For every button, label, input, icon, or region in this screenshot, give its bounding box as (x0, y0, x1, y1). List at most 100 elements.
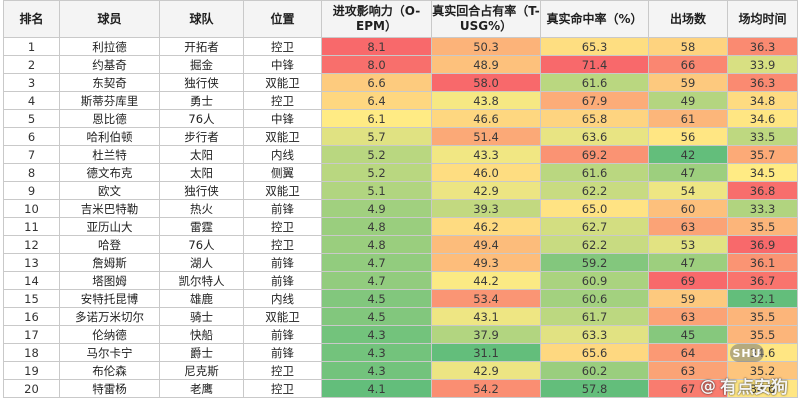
position-cell: 前锋 (243, 343, 322, 362)
team-cell: 爵士 (159, 343, 244, 362)
minutes-cell: 34.6 (727, 109, 798, 128)
ts-cell: 71.4 (540, 55, 649, 74)
minutes-cell: 34.5 (727, 163, 798, 182)
ts-cell: 60.6 (540, 289, 649, 308)
o-epm-cell: 4.3 (321, 343, 432, 362)
header-o-epm[interactable]: 进攻影响力（O-EPM） (321, 0, 432, 38)
ts-cell: 63.3 (540, 325, 649, 344)
table-row: 2 约基奇 掘金 中锋 8.0 48.9 71.4 66 33.9 (3, 55, 798, 74)
player-cell: 哈登 (59, 235, 160, 254)
team-cell: 步行者 (159, 127, 244, 146)
games-cell: 54 (648, 181, 728, 200)
team-cell: 开拓者 (159, 37, 244, 56)
player-cell: 特雷杨 (59, 379, 160, 398)
t-usg-cell: 58.0 (431, 73, 541, 92)
games-cell: 42 (648, 145, 728, 164)
o-epm-cell: 4.7 (321, 253, 432, 272)
header-ts[interactable]: 真实命中率（%） (540, 0, 649, 38)
t-usg-cell: 49.4 (431, 235, 541, 254)
rank-cell: 11 (3, 217, 60, 236)
o-epm-cell: 4.7 (321, 271, 432, 290)
at-icon: @ (700, 375, 716, 395)
position-cell: 控卫 (243, 235, 322, 254)
minutes-cell: 35.5 (727, 217, 798, 236)
header-games[interactable]: 出场数 (648, 0, 728, 38)
player-cell: 布伦森 (59, 361, 160, 380)
team-cell: 快船 (159, 325, 244, 344)
position-cell: 双能卫 (243, 127, 322, 146)
position-cell: 前锋 (243, 199, 322, 218)
minutes-cell: 36.3 (727, 37, 798, 56)
position-cell: 双能卫 (243, 307, 322, 326)
o-epm-cell: 6.1 (321, 109, 432, 128)
games-cell: 47 (648, 163, 728, 182)
minutes-cell: 35.5 (727, 307, 798, 326)
table-row: 13 詹姆斯 湖人 前锋 4.7 49.3 59.2 47 36.1 (3, 253, 798, 272)
minutes-cell: 35.2 (727, 361, 798, 380)
games-cell: 45 (648, 325, 728, 344)
games-cell: 63 (648, 361, 728, 380)
table-row: 5 恩比德 76人 中锋 6.1 46.6 65.8 61 34.6 (3, 109, 798, 128)
team-cell: 76人 (159, 235, 244, 254)
games-cell: 59 (648, 289, 728, 308)
rank-cell: 16 (3, 307, 60, 326)
team-cell: 太阳 (159, 163, 244, 182)
t-usg-cell: 46.0 (431, 163, 541, 182)
team-cell: 太阳 (159, 145, 244, 164)
team-cell: 雷霆 (159, 217, 244, 236)
o-epm-cell: 8.1 (321, 37, 432, 56)
position-cell: 中锋 (243, 55, 322, 74)
games-cell: 53 (648, 235, 728, 254)
position-cell: 前锋 (243, 325, 322, 344)
t-usg-cell: 46.6 (431, 109, 541, 128)
position-cell: 控卫 (243, 217, 322, 236)
team-cell: 凯尔特人 (159, 271, 244, 290)
header-minutes[interactable]: 场均时间 (727, 0, 798, 38)
header-team[interactable]: 球队 (159, 0, 244, 38)
header-t-usg[interactable]: 真实回合占有率（T-USG%） (431, 0, 541, 38)
table-row: 7 杜兰特 太阳 内线 5.2 43.3 69.2 42 35.7 (3, 145, 798, 164)
rank-cell: 3 (3, 73, 60, 92)
t-usg-cell: 48.9 (431, 55, 541, 74)
minutes-cell: 32.1 (727, 289, 798, 308)
t-usg-cell: 42.9 (431, 361, 541, 380)
minutes-cell: 36.1 (727, 253, 798, 272)
ts-cell: 65.8 (540, 109, 649, 128)
rank-cell: 7 (3, 145, 60, 164)
player-cell: 恩比德 (59, 109, 160, 128)
minutes-cell: 35.7 (727, 145, 798, 164)
ts-cell: 60.9 (540, 271, 649, 290)
player-cell: 利拉德 (59, 37, 160, 56)
position-cell: 控卫 (243, 91, 322, 110)
player-cell: 约基奇 (59, 55, 160, 74)
player-cell: 塔图姆 (59, 271, 160, 290)
t-usg-cell: 50.3 (431, 37, 541, 56)
player-cell: 德文布克 (59, 163, 160, 182)
table-row: 19 布伦森 尼克斯 控卫 4.3 42.9 60.2 63 35.2 (3, 361, 798, 380)
minutes-cell: 36.9 (727, 235, 798, 254)
watermark-text: 有点安狗 (720, 377, 788, 398)
t-usg-cell: 43.3 (431, 145, 541, 164)
header-player[interactable]: 球员 (59, 0, 160, 38)
games-cell: 67 (648, 379, 728, 398)
header-rank[interactable]: 排名 (3, 0, 60, 38)
t-usg-cell: 54.2 (431, 379, 541, 398)
header-position[interactable]: 位置 (243, 0, 322, 38)
rank-cell: 5 (3, 109, 60, 128)
position-cell: 控卫 (243, 37, 322, 56)
table-row: 10 吉米巴特勒 热火 前锋 4.9 39.3 65.0 60 33.3 (3, 199, 798, 218)
position-cell: 控卫 (243, 361, 322, 380)
ts-cell: 62.2 (540, 235, 649, 254)
t-usg-cell: 42.9 (431, 181, 541, 200)
ts-cell: 65.0 (540, 199, 649, 218)
team-cell: 热火 (159, 199, 244, 218)
player-cell: 欧文 (59, 181, 160, 200)
t-usg-cell: 43.8 (431, 91, 541, 110)
minutes-cell: 36.3 (727, 73, 798, 92)
ts-cell: 57.8 (540, 379, 649, 398)
player-cell: 杜兰特 (59, 145, 160, 164)
ts-cell: 65.6 (540, 343, 649, 362)
stats-table: 排名 球员 球队 位置 进攻影响力（O-EPM） 真实回合占有率（T-USG%）… (3, 0, 798, 398)
t-usg-cell: 39.3 (431, 199, 541, 218)
